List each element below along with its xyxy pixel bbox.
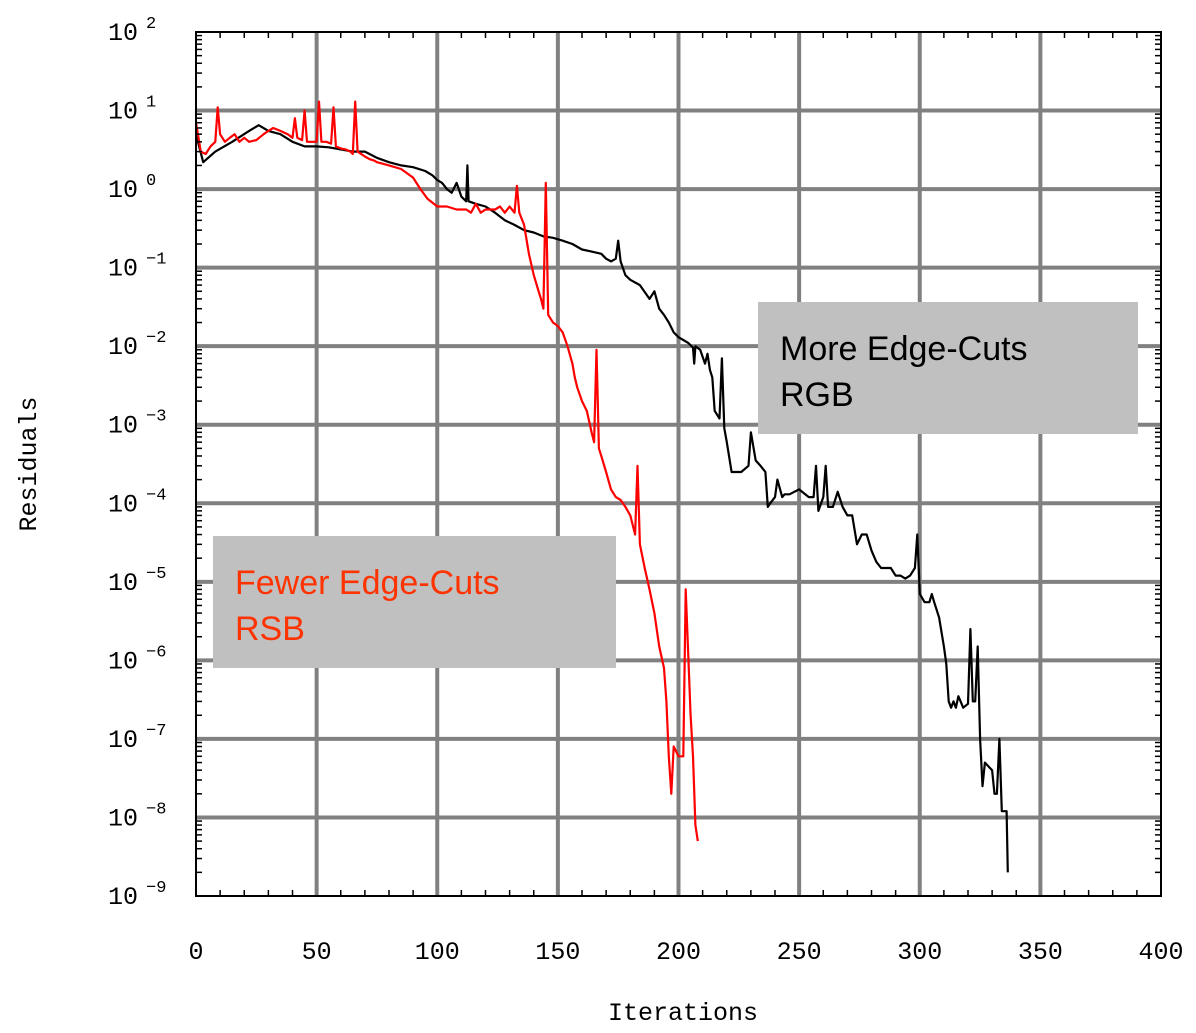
y-tick-label: 10 −7 [108,722,166,755]
y-tick-label: 10 −3 [108,408,166,441]
x-axis-label: Iterations [608,999,758,1028]
annotation-box [213,536,616,668]
y-tick-label: 10 −2 [108,329,166,362]
x-tick-label: 300 [897,938,942,967]
y-tick-label: 10 0 [108,172,156,205]
y-axis-label: Residuals [15,396,44,531]
y-tick-label: 10 −9 [108,879,166,912]
y-tick-label: 10 −4 [108,486,166,519]
annotation-text: More Edge-Cuts [780,330,1028,368]
annotation-box [758,302,1138,434]
data-series [196,100,1009,873]
series-line-1 [196,100,699,842]
series-line-0 [196,124,1009,873]
annotation-text: Fewer Edge-Cuts [235,564,500,602]
annotation-text: RSB [235,610,305,648]
x-tick-label: 250 [777,938,822,967]
y-tick-label: 10 2 [108,15,156,48]
annotation-text: RGB [780,376,854,414]
x-tick-label: 100 [415,938,460,967]
x-tick-labels: 0 50 100 150 200 250 300 350 400 [188,938,1183,967]
x-tick-label: 150 [535,938,580,967]
annotations: More Edge-Cuts RGB Fewer Edge-Cuts RSB [213,302,1138,668]
y-tick-label: 10 1 [108,94,156,127]
x-tick-label: 400 [1138,938,1183,967]
x-tick-label: 0 [188,938,203,967]
y-tick-label: 10 −8 [108,800,166,833]
y-tick-label: 10 −1 [108,251,166,284]
x-tick-label: 350 [1018,938,1063,967]
plot-frame [195,31,1162,897]
x-tick-label: 50 [302,938,332,967]
y-tick-label: 10 −5 [108,565,166,598]
x-tick-label: 200 [656,938,701,967]
y-tick-label: 10 −6 [108,643,166,676]
